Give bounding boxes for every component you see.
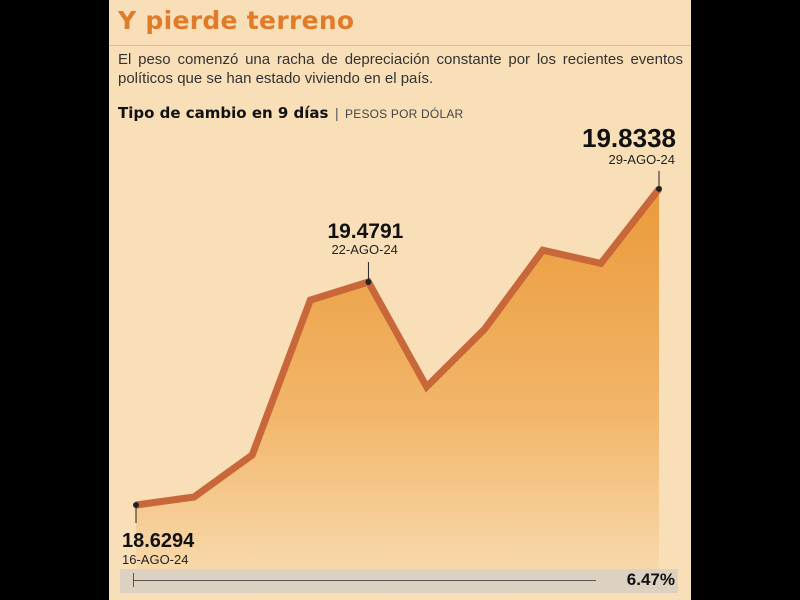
annotation-date: 22-AGO-24: [331, 242, 397, 257]
annotation-value: 19.4791: [327, 220, 403, 243]
annotation-value: 18.6294: [122, 530, 195, 552]
change-bar: 6.47%: [120, 569, 678, 593]
annotation-date: 16-AGO-24: [122, 552, 188, 567]
infographic-subtitle: El peso comenzó una racha de depreciació…: [118, 51, 683, 87]
chart-title: Tipo de cambio en 9 días: [118, 104, 329, 122]
title-divider: [109, 45, 691, 46]
change-progress-track: [133, 580, 596, 581]
infographic-panel: Y pierde terreno El peso comenzó una rac…: [109, 0, 691, 600]
annotation-date: 29-AGO-24: [609, 152, 675, 167]
area-fill: [136, 188, 659, 600]
chart-unit-label: PESOS POR DÓLAR: [345, 107, 464, 121]
infographic-title: Y pierde terreno: [118, 6, 355, 35]
heading-separator: |: [334, 105, 339, 121]
change-percent-label: 6.47%: [626, 570, 675, 589]
annotation-value: 19.8338: [582, 123, 676, 153]
series-line: [135, 186, 662, 509]
chart-heading: Tipo de cambio en 9 días | PESOS POR DÓL…: [118, 104, 463, 123]
